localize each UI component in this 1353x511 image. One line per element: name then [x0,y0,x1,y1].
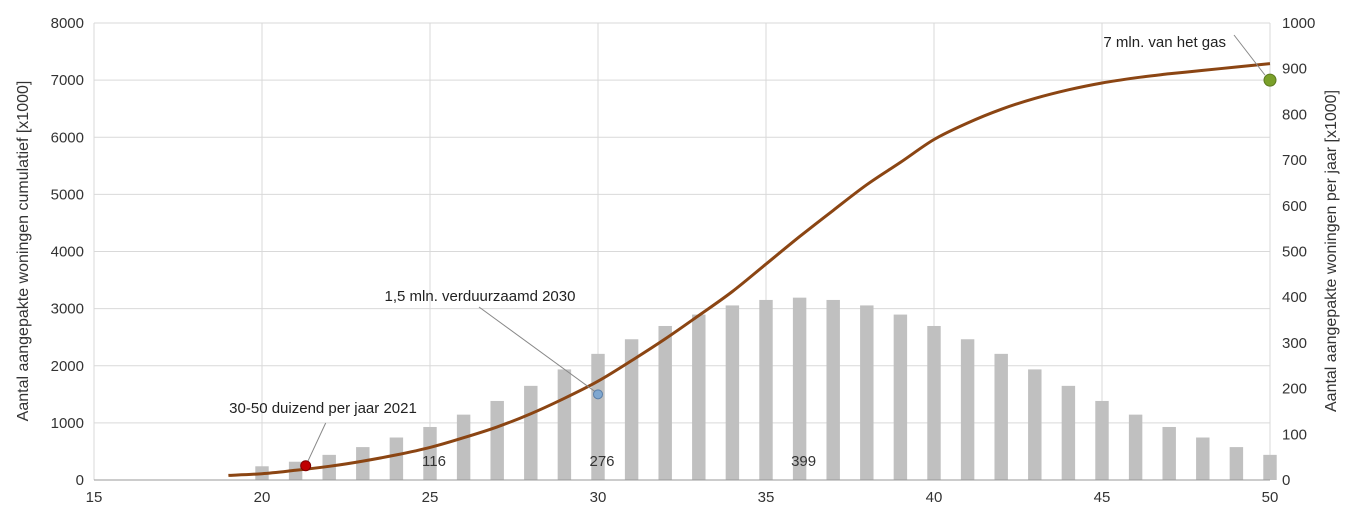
y-right-tick-label: 500 [1282,244,1307,261]
y-right-tick-label: 400 [1282,289,1307,306]
y-right-tick-label: 1000 [1282,15,1315,32]
y-right-tick-label: 100 [1282,426,1307,443]
y-left-tick-label: 4000 [51,244,84,261]
y-left-tick-label: 6000 [51,129,84,146]
bar [792,297,807,480]
bar [1061,385,1076,480]
y-left-tick-label: 8000 [51,15,84,32]
x-tick-label: 35 [758,489,775,506]
x-tick-label: 25 [422,489,439,506]
annotation-leader [478,306,597,393]
value-labels: 116 276 399 [422,453,816,470]
bar [1095,400,1109,480]
bar [423,426,437,480]
annotation-leader [1233,34,1266,76]
y-axis-right-title: Aantal aangepakte woningen per jaar [x10… [1323,90,1340,412]
y-left-tick-label: 5000 [51,186,84,203]
annotation-label: 1,5 mln. verduurzaamd 2030 [385,288,576,305]
y-left-tick-label: 1000 [51,415,84,432]
y-right-tick-label: 700 [1282,152,1307,169]
bar [356,447,370,480]
bar [1162,426,1176,480]
bar [1196,437,1210,480]
bar [658,325,672,480]
bar [557,369,572,480]
y-left-tick-label: 2000 [51,358,84,375]
y-right-tick-label: 900 [1282,61,1307,78]
y-right-tick-label: 600 [1282,198,1307,215]
annotation-marker [1263,73,1277,87]
bar [960,339,975,480]
y-right-tick-label: 200 [1282,381,1307,398]
annotation-leader [307,422,327,462]
x-tick-label: 40 [926,489,943,506]
bar [524,385,538,480]
annotation-label: 30-50 duizend per jaar 2021 [229,400,417,417]
y-axis-left-title: Aantal aangepakte woningen cumulatief [x… [15,81,32,422]
y-left-tick-label: 7000 [51,72,84,89]
y-right-tick-label: 800 [1282,106,1307,123]
x-tick-label: 50 [1262,489,1279,506]
bar [624,339,639,480]
bar [927,325,941,480]
annotation-label: 7 mln. van het gas [1103,34,1226,51]
y-right-tick-label: 300 [1282,335,1307,352]
x-tick-label: 15 [86,489,103,506]
bar-value-label: 276 [589,453,614,470]
bar [456,414,471,480]
bar-value-label: 399 [791,453,816,470]
bar [893,314,908,480]
bar [389,437,404,480]
bar-series [255,297,1277,480]
bar [860,305,874,480]
bar [1128,414,1143,480]
y-right-tick-label: 0 [1282,472,1290,489]
cumulative-curve [228,62,1271,477]
bar [1263,454,1277,480]
x-tick-label: 20 [254,489,271,506]
bar [826,299,840,480]
y-left-tick-label: 3000 [51,301,84,318]
annotations: 30-50 duizend per jaar 2021 1,5 mln. verd… [229,34,1277,472]
axes: 0 1000 2000 3000 4000 5000 6000 7000 8000 0 100 200… [51,15,1316,506]
annotation-marker [300,460,312,472]
bar [725,305,740,480]
bar [490,400,504,480]
bar [759,299,773,480]
bar [994,353,1008,480]
bar [1229,447,1244,480]
bar-value-label: 116 [422,453,446,470]
bar [692,314,706,480]
bar [591,353,605,480]
x-tick-label: 45 [1094,489,1111,506]
annotation-marker [593,389,603,400]
x-tick-label: 30 [590,489,607,506]
y-left-tick-label: 0 [76,472,84,489]
bar [1028,369,1042,480]
